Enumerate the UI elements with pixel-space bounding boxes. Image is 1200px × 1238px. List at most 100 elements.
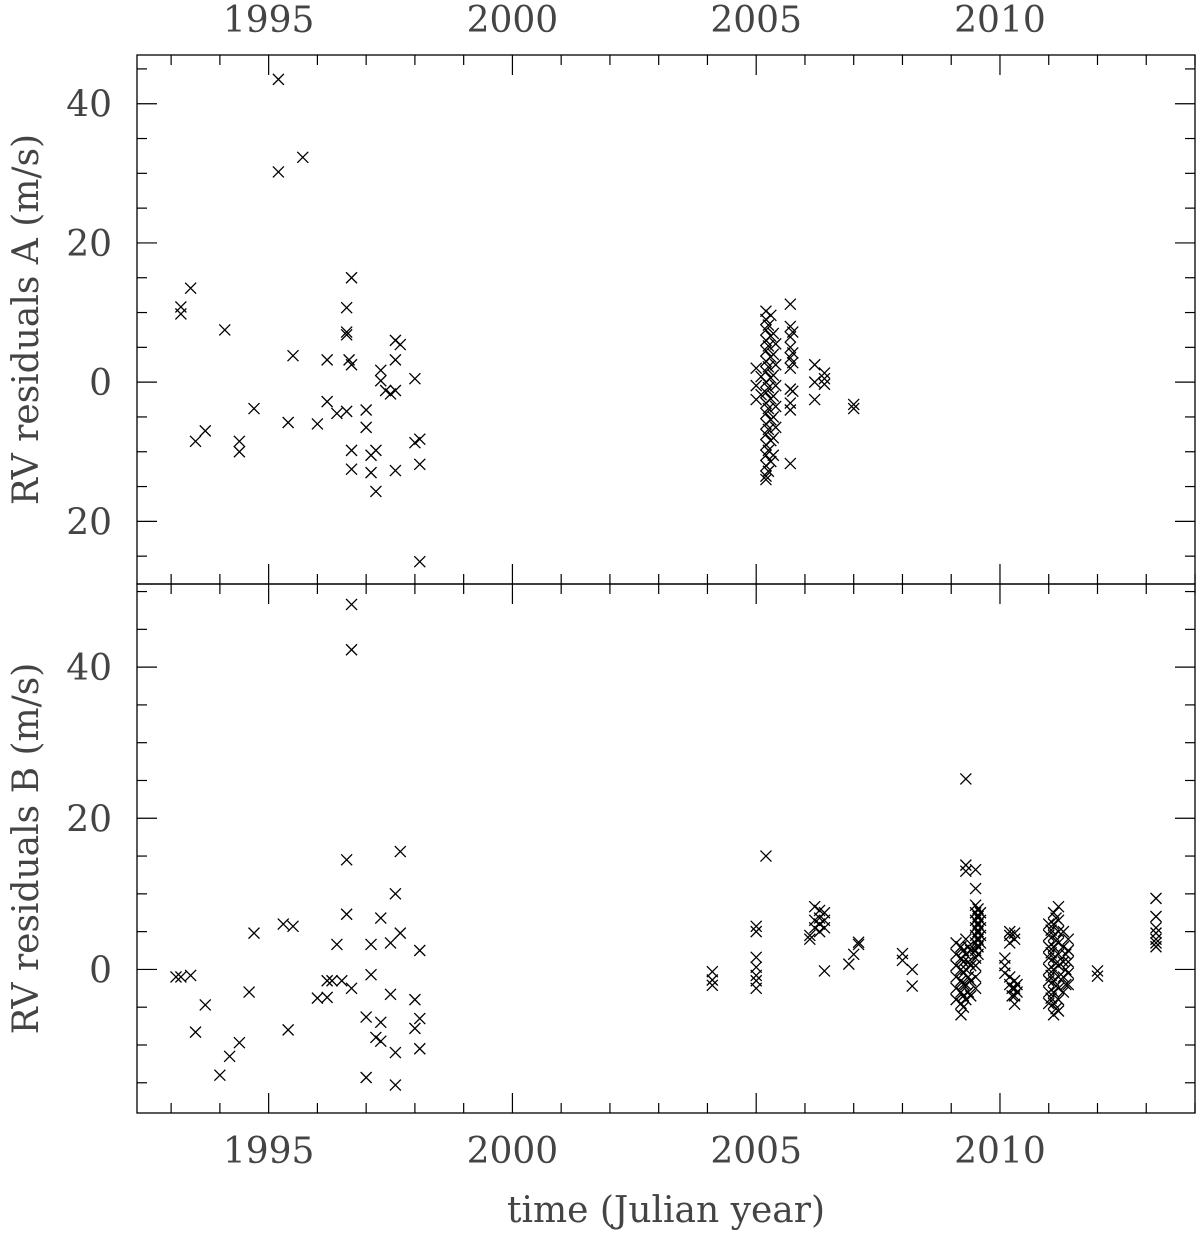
labels-layer: 40 20 0 20 1995 2000 2005 2010 RV residuals A (m… — [6, 0, 1046, 1231]
data-point-top — [345, 463, 358, 476]
data-point-bottom — [248, 927, 260, 940]
data-point-top — [345, 271, 358, 284]
data-point-bottom — [340, 908, 353, 921]
data-point-top — [762, 319, 775, 332]
data-point-bottom — [959, 933, 972, 946]
x-tick-label: 1995 — [223, 1131, 315, 1172]
data-point-bottom — [1150, 910, 1162, 923]
data-point-top — [174, 307, 187, 320]
y-tick-label: 40 — [66, 648, 112, 689]
data-point-bottom — [1150, 937, 1162, 949]
data-point-bottom — [389, 887, 402, 900]
data-point-top — [762, 360, 775, 373]
data-point-top — [394, 338, 407, 351]
data-point-bottom — [957, 1001, 970, 1014]
data-point-bottom — [340, 853, 353, 866]
data-point-top — [389, 384, 402, 397]
data-point-top — [340, 405, 353, 418]
data-point-bottom — [184, 969, 197, 982]
data-point-bottom — [360, 1071, 373, 1084]
data-point-bottom — [321, 974, 334, 987]
data-point-top — [784, 457, 797, 470]
data-point-bottom — [964, 974, 977, 987]
data-point-bottom — [394, 927, 407, 940]
data-point-bottom — [847, 948, 860, 961]
data-point-bottom — [311, 992, 324, 1005]
y-tick-label: 20 — [66, 224, 112, 265]
data-point-top — [786, 346, 799, 359]
data-point-bottom — [1052, 982, 1065, 995]
data-point-top — [762, 423, 775, 436]
data-point-bottom — [1062, 967, 1075, 980]
y-axis-title-bottom: RV residuals B (m/s) — [6, 663, 47, 1035]
data-point-bottom — [1059, 948, 1072, 961]
data-point-bottom — [964, 944, 977, 957]
data-point-bottom — [1047, 1008, 1060, 1021]
x-tick-label: 2000 — [467, 1131, 559, 1172]
data-point-bottom — [955, 1008, 967, 1021]
x-top-tick-label: 2000 — [467, 0, 559, 41]
data-point-bottom — [1003, 937, 1016, 949]
data-point-bottom — [808, 921, 821, 934]
data-point-top — [321, 353, 334, 366]
data-point-top — [808, 393, 821, 406]
data-point-bottom — [394, 845, 407, 858]
data-point-bottom — [959, 993, 972, 1006]
y-tick-label: 0 — [89, 363, 112, 404]
data-point-bottom — [1006, 989, 1019, 1002]
data-point-bottom — [413, 944, 426, 957]
data-point-bottom — [808, 900, 821, 913]
data-point-bottom — [413, 1012, 426, 1025]
frames-layer — [136, 54, 1196, 1114]
data-point-top — [769, 337, 782, 350]
data-point-bottom — [750, 961, 763, 974]
data-point-top — [282, 416, 295, 429]
data-point-bottom — [1047, 918, 1060, 931]
data-point-top — [818, 367, 831, 380]
data-point-bottom — [1091, 970, 1104, 983]
data-point-bottom — [1150, 940, 1162, 953]
data-point-top — [272, 73, 285, 86]
data-point-top — [818, 378, 831, 391]
data-point-top — [389, 353, 402, 366]
data-point-top — [767, 410, 780, 423]
data-point-top — [767, 348, 780, 361]
data-point-top — [767, 449, 780, 462]
data-point-bottom — [223, 1050, 236, 1063]
data-point-top — [369, 444, 382, 457]
data-point-bottom — [277, 918, 290, 931]
data-point-bottom — [243, 986, 256, 999]
data-point-top — [413, 458, 426, 471]
data-point-top — [750, 362, 763, 375]
data-point-top — [808, 376, 821, 389]
data-point-bottom — [374, 912, 387, 924]
data-point-bottom — [1008, 933, 1021, 946]
data-point-bottom — [959, 963, 972, 976]
data-point-bottom — [1047, 986, 1060, 999]
data-point-bottom — [330, 938, 343, 951]
data-point-bottom — [1052, 959, 1065, 972]
data-point-bottom — [1150, 927, 1162, 940]
data-point-bottom — [1052, 937, 1065, 949]
data-point-bottom — [1008, 998, 1021, 1011]
data-point-top — [764, 455, 777, 468]
data-point-top — [750, 379, 763, 392]
data-point-top — [847, 398, 860, 411]
data-point-bottom — [345, 643, 358, 656]
data-point-top — [340, 326, 353, 338]
data-point-bottom — [170, 971, 182, 983]
data-point-bottom — [957, 978, 970, 991]
x-top-tick-label: 2005 — [710, 0, 802, 41]
data-point-bottom — [969, 882, 982, 895]
data-point-bottom — [969, 863, 982, 876]
x-top-tick-label: 2010 — [954, 0, 1046, 41]
data-point-bottom — [1047, 940, 1060, 953]
y-tick-label: 40 — [66, 85, 112, 126]
data-point-bottom — [174, 971, 187, 983]
data-point-bottom — [896, 954, 909, 967]
data-point-top — [769, 379, 782, 392]
data-point-bottom — [389, 1046, 402, 1059]
x-tick-label: 2010 — [954, 1131, 1046, 1172]
data-point-bottom — [750, 920, 763, 933]
